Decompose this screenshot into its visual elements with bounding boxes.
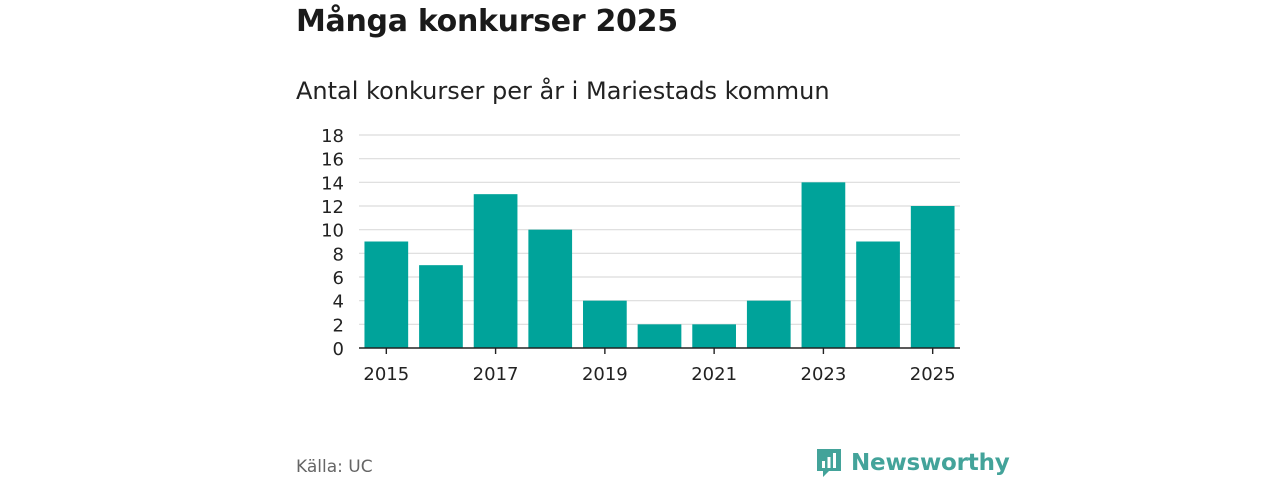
- bar-2020: [637, 324, 682, 348]
- y-tick-label: 6: [333, 268, 344, 289]
- y-tick-label: 2: [333, 315, 344, 336]
- x-tick-label: 2021: [691, 364, 737, 385]
- brand-name: Newsworthy: [851, 450, 1010, 476]
- y-tick-label: 18: [321, 126, 344, 147]
- bar-2018: [528, 229, 573, 348]
- y-tick-label: 12: [321, 197, 344, 218]
- bar-2016: [419, 265, 463, 348]
- y-tick-label: 14: [321, 173, 344, 194]
- chart-subtitle: Antal konkurser per år i Mariestads komm…: [296, 77, 830, 105]
- y-tick-label: 0: [333, 339, 344, 360]
- y-tick-label: 16: [321, 150, 344, 171]
- x-tick-label: 2023: [801, 364, 847, 385]
- y-tick-label: 8: [333, 244, 344, 265]
- bar-2025: [910, 206, 955, 348]
- y-tick-label: 4: [333, 292, 344, 313]
- source-label: Källa: UC: [296, 457, 373, 477]
- chart-title: Många konkurser 2025: [296, 4, 678, 39]
- x-tick-label: 2025: [910, 364, 956, 385]
- bar-2022: [746, 300, 791, 348]
- bar-2017: [473, 194, 518, 348]
- x-tick-label: 2015: [363, 364, 409, 385]
- x-tick-label: 2017: [473, 364, 519, 385]
- bar-2024: [856, 241, 900, 348]
- bar-2021: [692, 324, 736, 348]
- y-tick-label: 10: [321, 221, 344, 242]
- bar-2023: [801, 182, 846, 348]
- x-tick-label: 2019: [582, 364, 628, 385]
- newsworthy-logo-icon: [817, 449, 841, 477]
- bar-2015: [364, 241, 409, 348]
- brand-logo: Newsworthy: [815, 447, 1010, 479]
- bar-2019: [583, 300, 627, 348]
